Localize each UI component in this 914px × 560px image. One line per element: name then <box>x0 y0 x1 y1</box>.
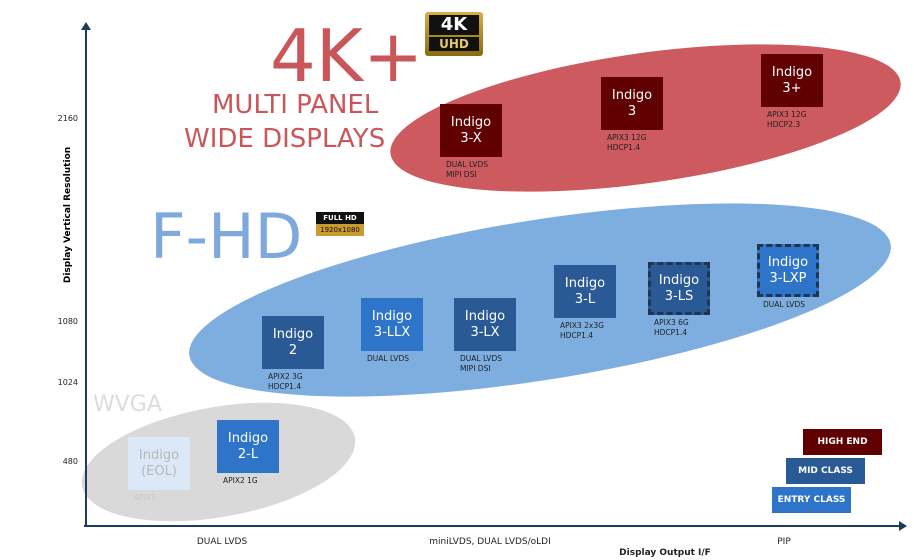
y-tick: 1080 <box>57 317 78 326</box>
product-box: Indigo 3-L <box>554 265 616 318</box>
product-spec: DUAL LVDS MIPI DSI <box>446 160 488 179</box>
y-tick: 2160 <box>57 114 78 123</box>
uhd-line1: MULTI PANEL <box>212 90 379 120</box>
product-box: Indigo 2 <box>262 316 324 369</box>
y-tick: 480 <box>62 457 78 466</box>
full-hd-badge: FULL HD 1920x1080 <box>316 212 364 236</box>
product-spec: APIX2 3G HDCP1.4 <box>268 372 303 391</box>
product-spec: APIX3 12G HDCP1.4 <box>607 133 647 152</box>
x-axis <box>84 525 900 527</box>
legend-mid-class: MID CLASS <box>786 458 865 484</box>
wvga-title: WVGA <box>93 392 162 417</box>
product-spec: DUAL LVDS <box>763 300 805 309</box>
x-tick: miniLVDS, DUAL LVDS/oLDI <box>429 537 551 547</box>
badge-text: 1920x1080 <box>320 226 360 234</box>
y-axis-label: Display Vertical Resolution <box>63 146 73 284</box>
product-box: Indigo 3-X <box>440 104 502 157</box>
product-box: Indigo 3-LS <box>648 262 710 315</box>
legend-entry-class: ENTRY CLASS <box>772 487 851 513</box>
product-spec: APIX3 12G HDCP2.3 <box>767 110 807 129</box>
product-box: Indigo 3-LX <box>454 298 516 351</box>
x-axis-label: Display Output I/F <box>619 548 711 558</box>
uhd-title: 4K+ <box>270 14 424 98</box>
x-tick: PIP <box>777 537 791 547</box>
x-tick: DUAL LVDS <box>196 537 248 547</box>
legend-high-end: HIGH END <box>803 429 882 455</box>
product-spec: DUAL LVDS MIPI DSI <box>460 354 502 373</box>
y-tick: 1024 <box>57 378 78 387</box>
product-box: Indigo 3+ <box>761 54 823 107</box>
product-box: Indigo (EOL) <box>128 437 190 490</box>
uhd-line2: WIDE DISPLAYS <box>184 124 386 154</box>
y-axis-arrow <box>81 22 91 30</box>
product-spec: APIX2 1G <box>223 476 258 485</box>
product-box: Indigo 3-LXP <box>757 244 819 297</box>
badge-text: 4K <box>429 15 479 35</box>
y-axis <box>85 28 87 526</box>
badge-text: FULL HD <box>316 212 364 224</box>
product-box: Indigo 2-L <box>217 420 279 473</box>
badge-text: UHD <box>429 37 479 51</box>
product-spec: APIX1 <box>134 493 156 502</box>
product-spec: APIX3 6G HDCP1.4 <box>654 318 689 337</box>
product-box: Indigo 3 <box>601 77 663 130</box>
product-spec: DUAL LVDS <box>367 354 409 363</box>
4k-uhd-badge: 4K UHD <box>425 12 483 56</box>
fhd-title: F-HD <box>150 200 303 273</box>
product-box: Indigo 3-LLX <box>361 298 423 351</box>
x-axis-arrow <box>899 521 907 531</box>
product-spec: APIX3 2x3G HDCP1.4 <box>560 321 604 340</box>
